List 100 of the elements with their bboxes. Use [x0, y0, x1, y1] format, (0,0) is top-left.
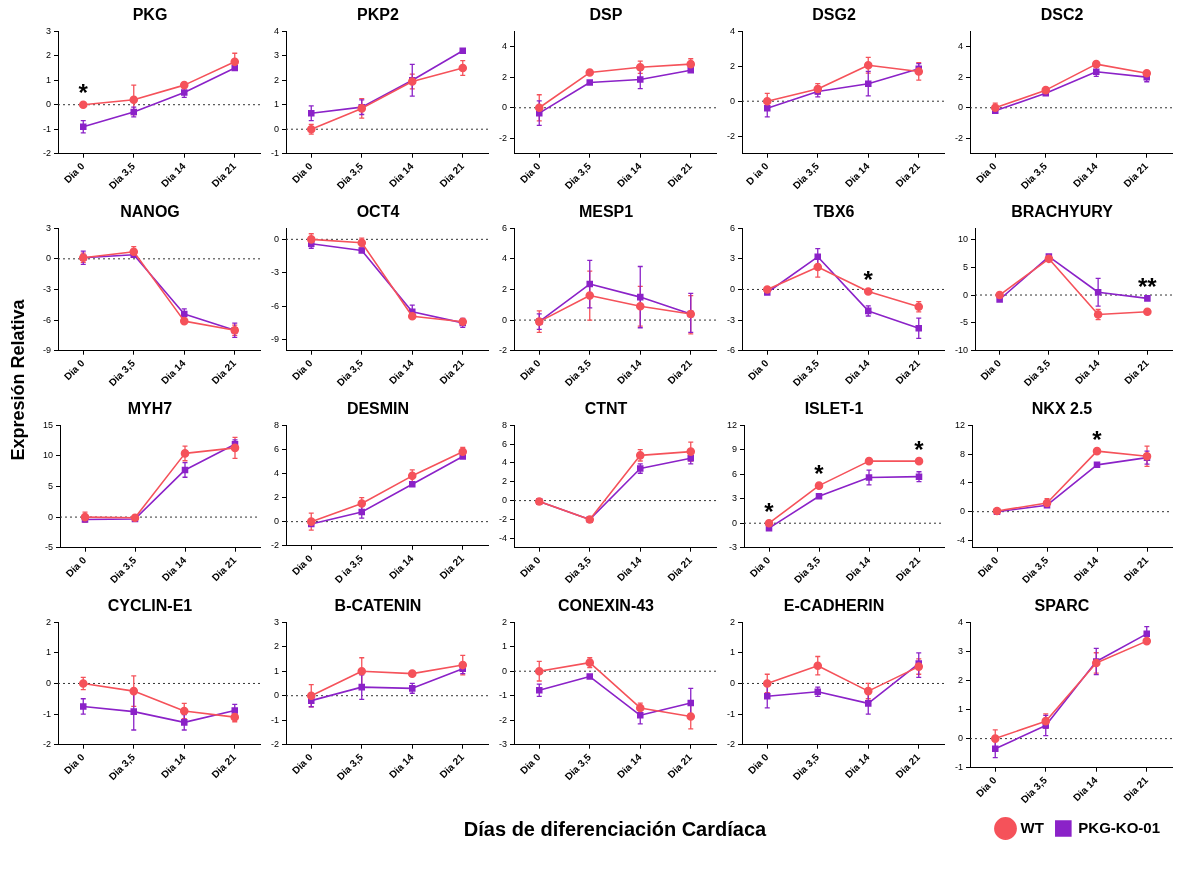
x-tick-label: Dia 3,5 [790, 357, 822, 389]
y-tick-label: 0 [732, 517, 738, 528]
y-tick-label: -9 [42, 345, 51, 356]
chart-title: SPARC [1034, 597, 1090, 615]
y-tick-label: 0 [45, 677, 51, 688]
y-tick-label: 3 [729, 253, 735, 264]
x-tick-label: Dia 14 [614, 160, 644, 190]
x-tick-label: Dia 0 [517, 751, 543, 777]
x-tick-label: Dia 14 [158, 357, 188, 387]
x-tick-label: Dia 14 [614, 751, 644, 781]
x-tick-label: Dia 0 [517, 357, 543, 383]
x-tick-label: Dia 0 [973, 160, 999, 186]
y-tick-label: 0 [957, 733, 963, 744]
x-tick-label: Dia 14 [159, 554, 189, 584]
x-tick-label: Dia 0 [978, 357, 1004, 383]
y-tick-label: 4 [501, 457, 507, 468]
chart-title: CYCLIN-E1 [107, 597, 193, 615]
x-tick-label: Dia 0 [289, 751, 315, 777]
x-tick-label: Dia 14 [1071, 554, 1101, 584]
x-tick-label: Dia 21 [893, 160, 923, 190]
y-tick-label: 1 [957, 703, 963, 714]
x-tick-label: Dia 0 [745, 751, 771, 777]
x-tick-label: Dia 3,5 [562, 160, 594, 192]
x-tick-label: Dia 3,5 [334, 357, 366, 389]
y-tick-label: -1 [726, 708, 735, 719]
x-tick-label: Dia 14 [614, 357, 644, 387]
y-tick-label: -3 [42, 283, 51, 294]
y-tick-label: -1 [42, 708, 51, 719]
chart-title: DESMIN [346, 400, 410, 418]
x-tick-label: Dia 21 [665, 751, 695, 781]
y-tick-label: 1 [45, 74, 51, 85]
y-tick-label: 6 [501, 222, 507, 233]
y-tick-label: 4 [729, 25, 735, 36]
legend-label: PKG-KO-01 [1078, 818, 1161, 836]
x-tick-label: Dia 3,5 [1018, 160, 1050, 192]
x-tick-label: Dia 0 [289, 552, 315, 578]
x-tick-label: Dia 3,5 [107, 554, 139, 586]
y-tick-label: -6 [270, 300, 279, 311]
x-tick-label: Dia 21 [665, 554, 695, 584]
x-tick-label: Dia 21 [665, 160, 695, 190]
x-tick-label: Dia 0 [61, 160, 87, 186]
y-tick-label: 1 [729, 647, 735, 658]
y-tick-label: 1 [273, 99, 279, 110]
y-tick-label: -2 [726, 739, 735, 750]
text: Expresión Relativa [8, 299, 29, 461]
x-tick-label: Dia 3,5 [106, 357, 138, 389]
x-tick-label: Dia 3,5 [790, 751, 822, 783]
y-tick-label: 0 [45, 99, 51, 110]
y-tick-label: -10 [954, 345, 969, 356]
annotation: * [914, 435, 925, 463]
x-tick-label: Dia 21 [665, 357, 695, 387]
x-tick-label: Dia 3,5 [334, 160, 366, 192]
y-tick-label: 0 [273, 516, 279, 527]
x-tick-label: Dia 21 [437, 751, 467, 781]
y-tick-label: 1 [501, 641, 507, 652]
y-tick-label: -3 [270, 267, 279, 278]
chart-title: ISLET-1 [804, 400, 864, 418]
y-tick-label: -4 [957, 534, 966, 545]
y-tick-label: -3 [498, 739, 507, 750]
x-tick-label: Dia 3,5 [334, 751, 366, 783]
y-tick-label: 10 [957, 233, 969, 244]
x-tick-label: Dia 0 [973, 774, 999, 800]
annotation: * [78, 79, 89, 107]
y-tick-label: 2 [501, 476, 507, 487]
x-tick-label: Dia 14 [1072, 357, 1102, 387]
y-tick-label: 1 [273, 665, 279, 676]
y-tick-label: 4 [957, 41, 963, 51]
y-tick-label: 4 [501, 41, 507, 51]
x-tick-label: Dia 0 [517, 160, 543, 186]
y-tick-label: -2 [498, 132, 507, 143]
x-tick-label: Dia 21 [893, 751, 923, 781]
chart-title: DSG2 [812, 6, 856, 24]
y-tick-label: -3 [729, 542, 738, 553]
x-tick-label: Dia 14 [386, 552, 416, 582]
y-tick-label: -5 [45, 542, 54, 553]
y-tick-label: -2 [498, 513, 507, 524]
y-tick-label: -2 [270, 540, 279, 551]
y-tick-label: 0 [501, 314, 507, 325]
y-tick-label: 3 [273, 616, 279, 627]
y-tick-label: 9 [732, 444, 738, 455]
y-tick-label: 15 [43, 419, 54, 430]
chart-title: DSP [589, 6, 623, 24]
x-tick-label: D ia 0 [743, 160, 771, 188]
y-tick-label: 10 [43, 450, 54, 461]
x-tick-label: Dia 14 [842, 357, 872, 387]
y-tick-label: 6 [273, 443, 279, 454]
y-tick-label: -2 [270, 739, 279, 750]
chart-title: TBX6 [813, 203, 855, 221]
x-tick-label: Dia 21 [437, 357, 467, 387]
x-tick-label: Dia 14 [1070, 160, 1100, 190]
x-tick-label: Dia 14 [386, 751, 416, 781]
y-tick-label: 2 [501, 616, 507, 627]
y-tick-label: -9 [270, 334, 279, 345]
y-tick-label: -2 [42, 739, 51, 750]
y-tick-label: 2 [273, 492, 279, 503]
annotation: * [814, 460, 825, 488]
y-tick-label: 0 [45, 253, 51, 264]
y-tick-label: 2 [957, 674, 963, 685]
y-tick-label: -2 [498, 345, 507, 356]
y-tick-label: 2 [273, 74, 279, 85]
